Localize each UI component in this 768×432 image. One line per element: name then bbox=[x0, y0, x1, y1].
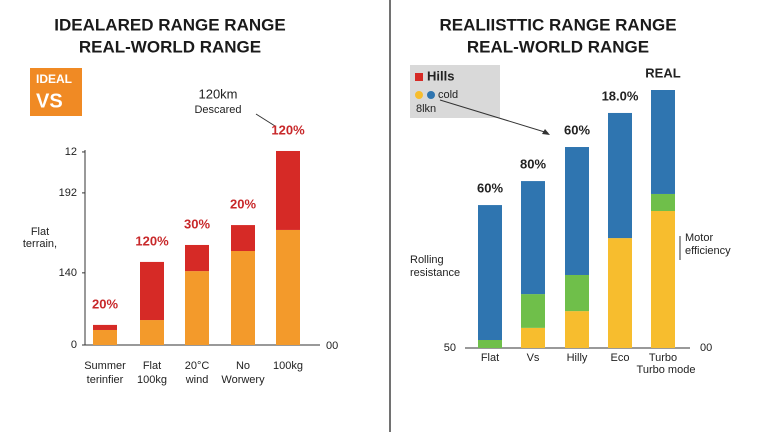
x-tick-label: No bbox=[236, 360, 250, 372]
x-tick-label: 100kg bbox=[137, 374, 167, 386]
y-tick-label: 192 bbox=[59, 187, 77, 199]
legend-label: cold bbox=[438, 89, 458, 101]
bar-segment bbox=[93, 329, 117, 345]
x-tick-label: Eco bbox=[611, 352, 630, 364]
pointer-line bbox=[439, 99, 549, 134]
bar-label: REAL bbox=[645, 65, 680, 80]
axis-note: Flat bbox=[31, 226, 49, 238]
badge-text: IDEAL bbox=[36, 72, 72, 86]
bar-segment bbox=[521, 181, 545, 295]
chart-subtitle: REAL-WORLD RANGE bbox=[467, 37, 649, 56]
legend-swatch bbox=[415, 73, 423, 81]
bar-segment bbox=[608, 112, 632, 239]
x-tick-label: Turbo bbox=[649, 352, 677, 364]
chart-subtitle: REAL-WORLD RANGE bbox=[79, 37, 261, 56]
bar-segment bbox=[565, 147, 589, 275]
bar-label: 18.0% bbox=[602, 88, 639, 103]
bar-segment bbox=[565, 274, 589, 312]
x-tick-label: 100kg bbox=[273, 360, 303, 372]
bar-label: 120% bbox=[135, 233, 169, 248]
bar-segment bbox=[185, 244, 209, 272]
callout: 120km bbox=[198, 86, 237, 101]
bar-label: 30% bbox=[184, 216, 210, 231]
bar-segment bbox=[521, 327, 545, 348]
legend-box bbox=[410, 65, 500, 118]
x-extra-label: Turbo mode bbox=[637, 364, 696, 376]
y-tick-label: 12 bbox=[65, 146, 77, 158]
x-tick-label: Flat bbox=[143, 360, 161, 372]
legend-label: Hills bbox=[427, 68, 454, 83]
bar-label: 80% bbox=[520, 157, 546, 172]
note: Motor bbox=[685, 232, 713, 244]
x-tick-label: terinfier bbox=[87, 374, 124, 386]
y-tick-label: 140 bbox=[59, 267, 77, 279]
x-tick-label: Worwery bbox=[221, 374, 265, 386]
note: efficiency bbox=[685, 245, 731, 257]
bar-segment bbox=[93, 324, 117, 330]
bar-segment bbox=[608, 238, 632, 348]
bar-segment bbox=[276, 150, 300, 230]
bar-segment bbox=[521, 294, 545, 328]
bar-segment bbox=[565, 311, 589, 348]
bar-segment bbox=[651, 193, 675, 212]
x-tick-label: Vs bbox=[527, 352, 540, 364]
x-tick-label: 20°C bbox=[185, 360, 210, 372]
badge bbox=[30, 68, 82, 116]
bar-segment bbox=[478, 205, 502, 341]
y-tick-label: 0 bbox=[71, 339, 77, 351]
bar-label: 60% bbox=[564, 122, 590, 137]
x-tick-label: Summer bbox=[84, 360, 126, 372]
y-tick-label: 50 bbox=[444, 342, 456, 354]
legend-swatch bbox=[415, 91, 423, 99]
bar-segment bbox=[231, 225, 255, 252]
bar-segment bbox=[276, 229, 300, 345]
corner-note: 00 bbox=[326, 340, 338, 352]
pointer-line bbox=[255, 113, 276, 127]
bar-segment bbox=[140, 261, 164, 321]
bar-label: 20% bbox=[230, 197, 256, 212]
bar-label: 120% bbox=[271, 122, 305, 137]
x-tick-label: wind bbox=[185, 374, 209, 386]
x-tick-label: Flat bbox=[481, 352, 499, 364]
arrow-head bbox=[542, 129, 550, 135]
x-tick-label: Hilly bbox=[567, 352, 588, 364]
bar-label: 60% bbox=[477, 181, 503, 196]
bar-segment bbox=[651, 90, 675, 194]
badge-text: VS bbox=[36, 90, 63, 112]
bar-segment bbox=[185, 271, 209, 345]
legend-swatch bbox=[427, 91, 435, 99]
chart-title: IDEALARED RANGE RANGE bbox=[54, 15, 285, 34]
bar-segment bbox=[140, 320, 164, 345]
bar-segment bbox=[231, 251, 255, 345]
bar-segment bbox=[478, 340, 502, 348]
note: resistance bbox=[410, 267, 460, 279]
legend-label: 8lkn bbox=[416, 103, 436, 115]
bar-segment bbox=[651, 211, 675, 348]
corner-note: 00 bbox=[700, 342, 712, 354]
callout: Descared bbox=[194, 104, 241, 116]
axis-note: terrain, bbox=[23, 238, 57, 250]
note: Rolling bbox=[410, 254, 444, 266]
chart-title: REALIISTTIC RANGE RANGE bbox=[439, 15, 676, 34]
bar-label: 20% bbox=[92, 296, 118, 311]
